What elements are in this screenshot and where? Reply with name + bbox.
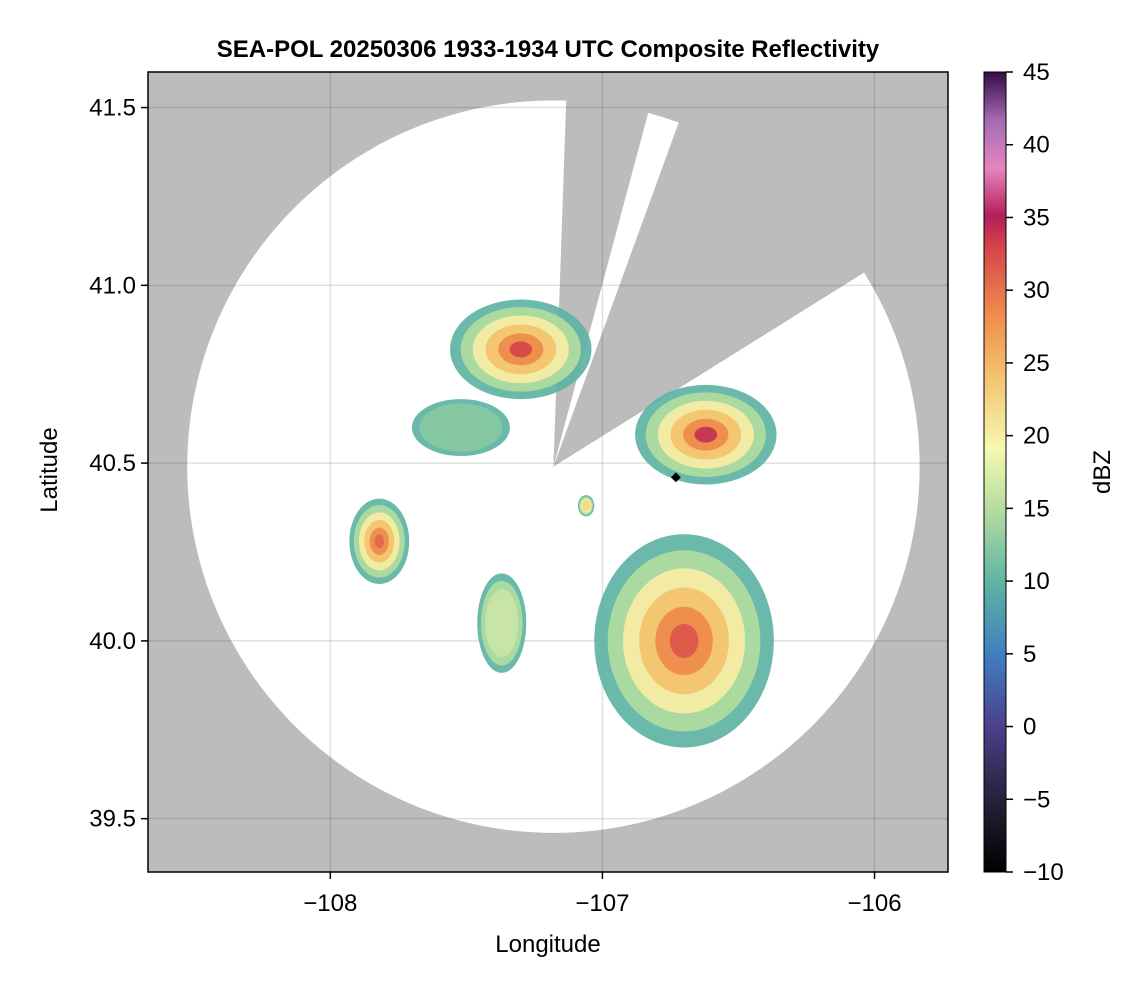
- colorbar-tick-label-5: 15: [1023, 495, 1050, 522]
- echo-cell-small-cell: [577, 495, 595, 517]
- x-axis-ticks: −108 −107 −106: [303, 872, 902, 917]
- colorbar-tick-label-1: −5: [1023, 786, 1050, 813]
- echo-cell-northeast-cell: [635, 384, 777, 485]
- colorbar-tick-label-3: 5: [1023, 641, 1036, 668]
- grid-lines: [148, 72, 948, 872]
- colorbar-tick-label-8: 30: [1023, 277, 1050, 304]
- colorbar: [983, 71, 1007, 873]
- colorbar-label: dBZ: [1089, 450, 1116, 494]
- colorbar-tick-label-0: −10: [1023, 859, 1064, 886]
- chart-title: SEA-POL 20250306 1933-1934 UTC Composite…: [217, 36, 880, 63]
- colorbar-tick-label-11: 45: [1023, 59, 1050, 86]
- y-tick-label-2: 40.5: [89, 450, 136, 477]
- site-marker: [670, 472, 681, 483]
- x-tick-label-1: −107: [575, 890, 629, 917]
- y-tick-label-3: 41.0: [89, 272, 136, 299]
- echo-cell-stripe-cell: [477, 573, 527, 673]
- y-tick-label-0: 39.5: [89, 806, 136, 833]
- colorbar-tick-label-9: 35: [1023, 204, 1050, 231]
- echo-cell-northwest-cell: [411, 399, 510, 456]
- colorbar-tick-label-2: 0: [1023, 714, 1036, 741]
- echo-cell-north-cell: [450, 299, 592, 400]
- colorbar-tick-label-4: 10: [1023, 568, 1050, 595]
- y-tick-label-4: 41.5: [89, 95, 136, 122]
- colorbar-tick-label-7: 25: [1023, 350, 1050, 377]
- x-tick-label-2: −106: [847, 890, 901, 917]
- echo-cell-southeast-complex: [594, 534, 774, 748]
- x-tick-label-0: −108: [303, 890, 357, 917]
- colorbar-tick-label-10: 40: [1023, 132, 1050, 159]
- y-tick-label-1: 40.0: [89, 628, 136, 655]
- colorbar-ticks: −10 −5 0 5 10 15 20 25 30 35 40 45: [1006, 59, 1064, 886]
- colorbar-tick-label-6: 20: [1023, 423, 1050, 450]
- x-axis-label: Longitude: [495, 931, 600, 958]
- y-axis-label: Latitude: [36, 427, 63, 512]
- echo-cells: [349, 299, 777, 748]
- y-axis-ticks: 39.5 40.0 40.5 41.0 41.5: [89, 95, 148, 833]
- plot-frame: [147, 71, 949, 873]
- echo-cell-west-cell: [349, 498, 410, 584]
